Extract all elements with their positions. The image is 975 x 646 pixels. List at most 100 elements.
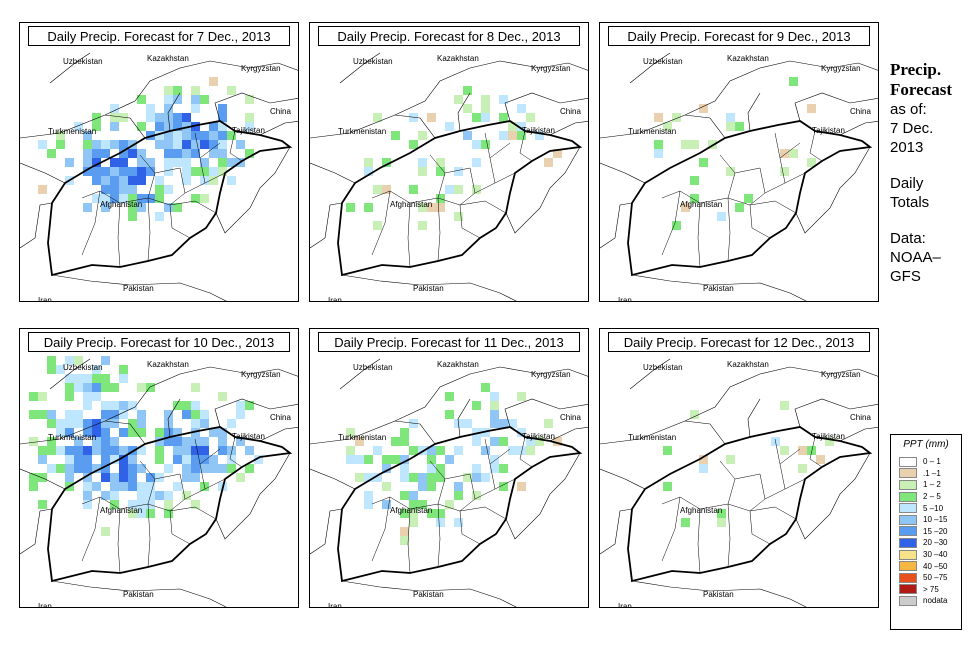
- precip-cell: [227, 158, 236, 167]
- precip-cell: [445, 185, 454, 194]
- precip-cell: [499, 437, 508, 446]
- precip-cell: [101, 149, 110, 158]
- precip-cell: [373, 446, 382, 455]
- country-label-tajikistan: Tajikistan: [812, 126, 845, 135]
- precip-cells: [346, 383, 562, 545]
- precip-cell: [119, 428, 128, 437]
- panel-title: Daily Precip. Forecast for 8 Dec., 2013: [318, 26, 580, 46]
- precip-cell: [490, 437, 499, 446]
- precip-cell: [137, 149, 146, 158]
- precip-cell: [119, 455, 128, 464]
- precip-cell: [119, 446, 128, 455]
- precip-cell: [200, 437, 209, 446]
- precip-cell: [382, 482, 391, 491]
- country-label-turkmenistan: Turkmenistan: [338, 127, 387, 136]
- precip-cell: [128, 419, 137, 428]
- precip-cell: [92, 176, 101, 185]
- precip-cell: [173, 113, 182, 122]
- precip-cell: [164, 167, 173, 176]
- precip-cell: [173, 455, 182, 464]
- province-border: [661, 496, 681, 562]
- afghanistan-border: [627, 120, 873, 277]
- precip-cell: [517, 104, 526, 113]
- precip-cell: [74, 446, 83, 455]
- precip-cell: [209, 428, 218, 437]
- precip-cell: [245, 401, 254, 410]
- precip-cell: [218, 167, 227, 176]
- precip-cell: [182, 131, 191, 140]
- precip-cell: [101, 374, 110, 383]
- country-border: [310, 366, 588, 445]
- map-panel-dec-9: Daily Precip. Forecast for 9 Dec., 2013 …: [599, 22, 879, 302]
- precip-cell: [454, 167, 463, 176]
- precip-cell: [101, 356, 110, 365]
- precip-cell: [191, 104, 200, 113]
- precip-cell: [110, 185, 119, 194]
- precip-cell: [65, 464, 74, 473]
- precip-cell: [83, 401, 92, 410]
- province-border: [117, 202, 121, 268]
- legend-swatch: [899, 468, 917, 479]
- precip-cell: [119, 158, 128, 167]
- precip-map: [310, 52, 588, 301]
- precip-cell: [400, 491, 409, 500]
- precip-cell: [481, 383, 490, 392]
- precip-cell: [191, 464, 200, 473]
- precip-cell: [92, 365, 101, 374]
- precip-cell: [472, 473, 481, 482]
- legend-label: > 75: [923, 584, 939, 594]
- province-border: [727, 503, 753, 535]
- precip-cell: [101, 437, 110, 446]
- precip-cell: [191, 140, 200, 149]
- country-border: [394, 420, 436, 445]
- precip-cell: [65, 419, 74, 428]
- country-border: [259, 426, 298, 442]
- province-border: [697, 508, 701, 574]
- province-border: [661, 190, 681, 256]
- province-border: [437, 503, 441, 568]
- country-border: [20, 366, 298, 445]
- precip-cell: [38, 500, 47, 509]
- precip-cell: [654, 140, 663, 149]
- forecast-info: Precip. Forecast as of: 7 Dec. 2013 Dail…: [890, 60, 974, 286]
- country-label-uzbekistan: Uzbekistan: [643, 57, 683, 66]
- precip-cell: [101, 464, 110, 473]
- precip-cell: [128, 194, 137, 203]
- precip-cell: [65, 428, 74, 437]
- country-border: [214, 92, 298, 122]
- precip-cell: [29, 437, 38, 446]
- country-label-pakistan: Pakistan: [703, 590, 734, 599]
- precip-cell: [200, 95, 209, 104]
- precip-cell: [56, 446, 65, 455]
- precip-cell: [209, 149, 218, 158]
- precip-cells: [38, 77, 254, 221]
- country-label-tajikistan: Tajikistan: [232, 126, 265, 135]
- province-border: [809, 436, 823, 468]
- legend-label: 10 –15: [923, 515, 948, 525]
- country-border: [600, 468, 646, 490]
- province-border: [194, 132, 201, 159]
- precip-cell: [236, 140, 245, 149]
- precip-cell: [83, 455, 92, 464]
- legend-title: PPT (mm): [903, 439, 949, 450]
- precip-cell: [472, 428, 481, 437]
- precip-cell: [101, 527, 110, 536]
- country-border: [215, 146, 291, 234]
- legend-item: 10 –15: [899, 514, 961, 526]
- precip-cell: [663, 482, 672, 491]
- precip-cell: [218, 392, 227, 401]
- precip-cell: [47, 356, 56, 365]
- precip-cell: [427, 203, 436, 212]
- precip-cell: [182, 122, 191, 131]
- precip-cell: [463, 86, 472, 95]
- precip-cell: [182, 491, 191, 500]
- province-border: [461, 533, 481, 545]
- country-border: [747, 92, 761, 132]
- precip-cell: [191, 410, 200, 419]
- precip-cell: [454, 212, 463, 221]
- legend-swatch: [899, 549, 917, 560]
- precip-cell: [481, 95, 490, 104]
- province-border: [437, 197, 441, 262]
- province-border: [749, 200, 797, 214]
- precip-cell: [110, 419, 119, 428]
